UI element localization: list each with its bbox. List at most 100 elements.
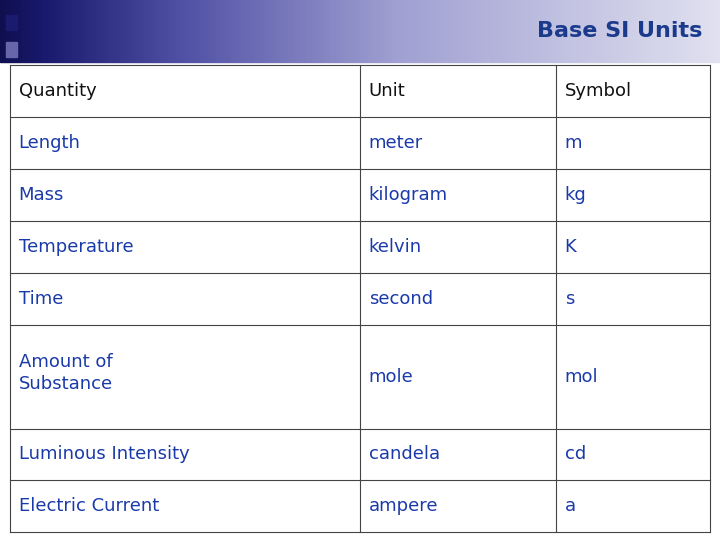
Bar [408,0,410,62]
Bar [261,0,264,62]
Bar [607,0,610,62]
Bar [499,0,502,62]
Bar [27,0,29,62]
Bar [288,0,290,62]
Bar [660,0,662,62]
Text: Amount of
Substance: Amount of Substance [19,353,113,393]
Bar [101,0,103,62]
Bar [590,0,593,62]
Bar [6,42,17,57]
Bar [336,0,338,62]
Bar [12,0,14,62]
Bar [648,0,650,62]
Bar [117,0,120,62]
Bar [163,0,166,62]
Bar [139,0,142,62]
Bar [598,0,600,62]
Bar [679,0,682,62]
Bar [279,0,281,62]
Bar [420,0,423,62]
Bar [549,0,552,62]
Bar [466,0,468,62]
Bar [693,0,696,62]
Bar [137,0,139,62]
Bar [657,0,660,62]
Bar [456,0,459,62]
Bar [312,0,315,62]
Bar [79,0,81,62]
Bar [459,0,461,62]
Bar [286,0,288,62]
Bar [639,0,641,62]
Bar [463,0,466,62]
Bar [624,0,626,62]
Text: meter: meter [369,134,423,152]
Bar [398,0,401,62]
Bar [50,0,53,62]
Bar [274,0,276,62]
Text: second: second [369,289,433,308]
Bar [228,0,230,62]
Bar [151,0,153,62]
Bar [542,0,545,62]
Text: candela: candela [369,446,440,463]
Bar [161,0,163,62]
Bar [43,0,45,62]
Bar [574,0,576,62]
Bar [290,0,293,62]
Bar [634,0,636,62]
Bar [691,0,693,62]
Bar [703,0,706,62]
Bar [113,0,115,62]
Bar [612,0,614,62]
Bar [655,0,657,62]
Bar [391,0,394,62]
Bar [576,0,578,62]
Text: kilogram: kilogram [369,186,448,204]
Text: cd: cd [564,446,586,463]
Bar [63,0,65,62]
Bar [578,0,581,62]
Bar [14,0,17,62]
Text: m: m [564,134,582,152]
Bar [449,0,451,62]
Bar [130,0,132,62]
Bar [387,0,389,62]
Bar [415,0,418,62]
Bar [72,0,74,62]
Bar [283,0,286,62]
Bar [502,0,504,62]
Bar [430,0,432,62]
Bar [446,0,449,62]
Bar [358,0,360,62]
Bar [10,65,710,532]
Bar [351,0,353,62]
Bar [243,0,245,62]
Bar [331,0,333,62]
Bar [441,0,444,62]
Bar [523,0,526,62]
Bar [665,0,667,62]
Bar [682,0,684,62]
Bar [713,0,715,62]
Bar [610,0,612,62]
Bar [264,0,266,62]
Bar [41,0,43,62]
Bar [495,0,497,62]
Bar [171,0,173,62]
Bar [355,0,358,62]
Bar [643,0,646,62]
Bar [506,0,509,62]
Bar [650,0,653,62]
Bar [238,0,240,62]
Bar [65,0,67,62]
Bar [96,0,99,62]
Bar [326,0,329,62]
Bar [379,0,382,62]
Bar [629,0,631,62]
Bar [394,0,396,62]
Bar [48,0,50,62]
Text: kg: kg [564,186,586,204]
Bar [603,0,605,62]
Bar [711,0,713,62]
